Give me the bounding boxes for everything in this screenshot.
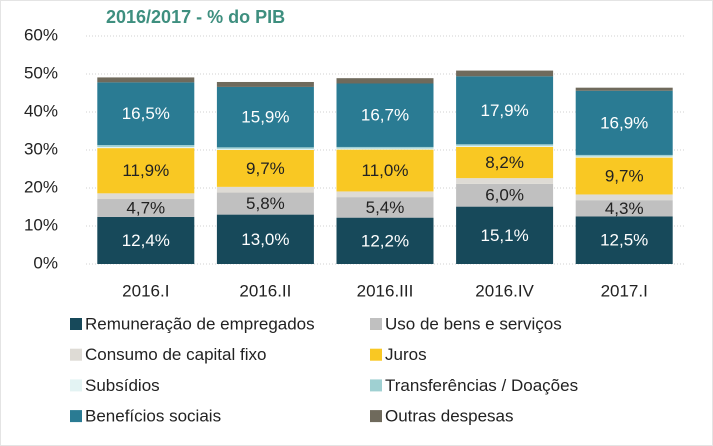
legend-label: Uso de bens e serviços (385, 314, 562, 333)
bar-segment (456, 146, 554, 179)
data-label: 4,7% (126, 198, 165, 217)
data-label: 8,2% (485, 153, 524, 172)
y-tick-label: 20% (24, 177, 58, 196)
bar-segment (97, 148, 195, 194)
data-label: 16,9% (600, 113, 648, 132)
data-label: 12,4% (122, 231, 170, 250)
bar-segment (575, 154, 673, 157)
x-tick-label: 2016.II (239, 281, 291, 300)
legend-label: Transferências / Doações (385, 376, 578, 395)
legend-swatch (370, 318, 382, 330)
legend-swatch (70, 318, 82, 330)
y-tick-label: 40% (24, 101, 58, 120)
data-label: 9,7% (605, 167, 644, 186)
bar-segment (216, 150, 314, 187)
data-label: 11,9% (122, 161, 169, 180)
data-label: 12,5% (600, 231, 648, 250)
data-label: 15,1% (480, 226, 528, 245)
data-label: 13,0% (241, 230, 289, 249)
bar-segment (575, 216, 673, 264)
bar-segment (216, 214, 314, 264)
legend-swatch (70, 410, 82, 423)
bar-segment (97, 82, 195, 146)
legend-swatch (70, 348, 82, 361)
bar-segment (97, 77, 195, 83)
x-tick-label: 2016.III (357, 281, 414, 300)
bar-segment (456, 183, 554, 207)
bar-segment (336, 78, 434, 84)
bar-segment (216, 81, 314, 87)
bar-segment (97, 146, 195, 149)
y-tick-label: 0% (33, 253, 58, 272)
bar-segment (336, 191, 434, 198)
bar-segment (97, 193, 195, 200)
legend-swatch (370, 410, 382, 423)
legend-swatch (370, 348, 382, 361)
legend-swatch (70, 379, 82, 392)
legend-label: Juros (385, 345, 427, 364)
bar-segment (97, 145, 195, 147)
bar-segment (216, 148, 314, 150)
bar-segment (336, 197, 434, 218)
data-label: 5,8% (246, 194, 285, 213)
bar-segment (575, 156, 673, 158)
bar-segment (97, 216, 195, 264)
data-label: 16,5% (122, 104, 170, 123)
bar-segment (575, 87, 673, 91)
y-tick-label: 60% (24, 25, 58, 44)
bar-segment (456, 144, 554, 146)
bar-segment (336, 149, 434, 192)
chart-title: 2016/2017 - % do PIB (106, 7, 285, 27)
data-label: 17,9% (480, 101, 528, 120)
bar-segment (216, 147, 314, 149)
y-tick-label: 50% (24, 63, 58, 82)
bar-segment (456, 178, 554, 184)
data-label: 9,7% (246, 159, 285, 178)
bar-segment (456, 206, 554, 264)
bar-segment (336, 146, 434, 149)
x-tick-label: 2016.IV (475, 281, 534, 300)
x-tick-label: 2016.I (122, 281, 169, 300)
legend-label: Outras despesas (385, 407, 514, 426)
legend-label: Subsídios (85, 376, 160, 395)
bar-segment (575, 90, 673, 155)
bar-segment (97, 199, 195, 217)
legend-swatch (370, 379, 382, 392)
x-tick-label: 2017.I (601, 281, 648, 300)
bar-segment (575, 200, 673, 217)
data-label: 5,4% (366, 198, 405, 217)
y-tick-label: 10% (24, 215, 58, 234)
y-tick-label: 30% (24, 139, 58, 158)
bar-segment (216, 86, 314, 148)
data-label: 12,2% (361, 231, 409, 250)
bar-segment (336, 83, 434, 147)
data-label: 15,9% (241, 108, 289, 127)
legend-label: Consumo de capital fixo (85, 345, 266, 364)
data-label: 6,0% (485, 186, 524, 205)
bar-segment (336, 148, 434, 150)
bar-segment (456, 70, 554, 77)
bar-segment (336, 217, 434, 264)
bar-segment (575, 157, 673, 195)
data-label: 11,0% (362, 161, 409, 180)
data-label: 4,3% (605, 199, 644, 218)
data-label: 16,7% (361, 106, 409, 125)
bar-segment (456, 145, 554, 147)
legend-label: Benefícios sociais (85, 407, 221, 426)
bar-segment (216, 186, 314, 193)
bar-segment (575, 194, 673, 201)
bar-segment (456, 76, 554, 145)
bar-segment (216, 192, 314, 215)
legend-label: Remuneração de empregados (85, 314, 315, 333)
